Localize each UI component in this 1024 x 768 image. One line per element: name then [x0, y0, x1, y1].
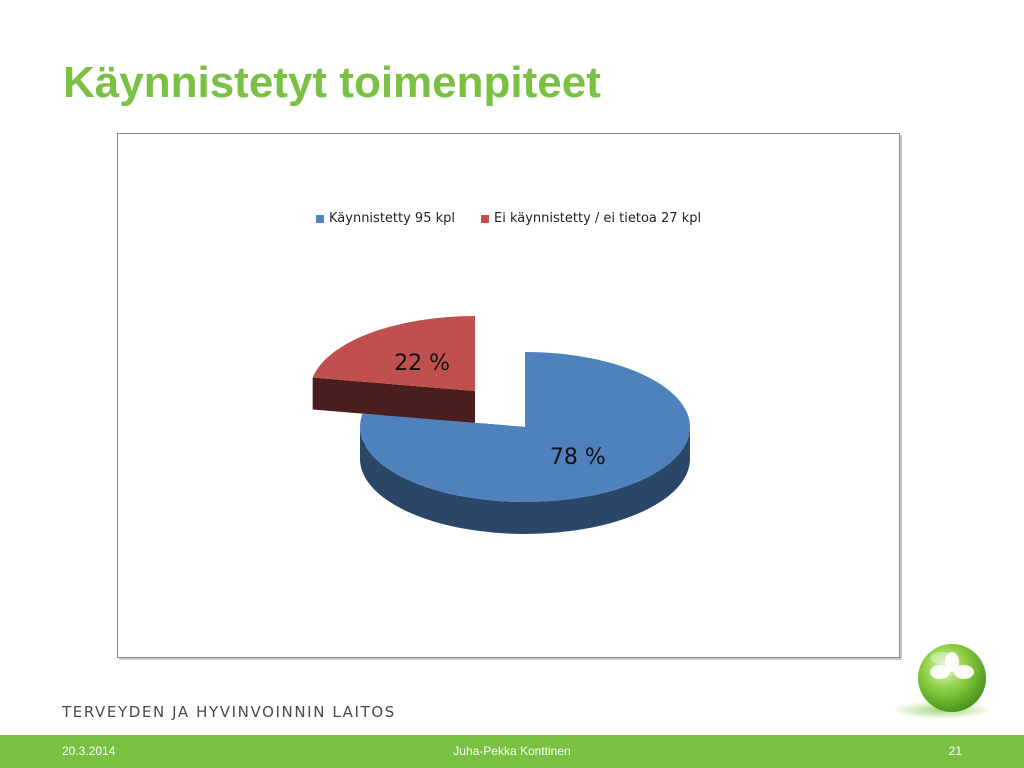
footer-bar: 20.3.2014 Juha-Pekka Konttinen 21: [0, 735, 1024, 768]
legend-entry-not-started: Ei käynnistetty / ei tietoa 27 kpl: [481, 211, 701, 226]
chart-legend: Käynnistetty 95 kpl Ei käynnistetty / ei…: [316, 211, 701, 226]
pie-slice-cut-1-0: [312, 377, 475, 423]
legend-swatch-not-started: [481, 214, 490, 223]
footer-page-number: 21: [948, 744, 962, 758]
pie-slice-1: 22 %: [312, 316, 475, 423]
pie-slice-side-0: [360, 427, 690, 534]
pie-slice-0: 78 %: [360, 352, 691, 534]
pie-label-1: 22 %: [394, 351, 450, 376]
pie-slice-top-1: [312, 316, 475, 391]
footer-date: 20.3.2014: [62, 744, 116, 758]
legend-entry-started: Käynnistetty 95 kpl: [316, 211, 455, 226]
green-sphere-logo-icon: [892, 644, 992, 719]
chart-frame: 22 % 78 % Käynnistetty 95 kpl Ei käynnist…: [117, 133, 900, 658]
pie-slice-top-0: [360, 352, 691, 502]
pie-chart: 22 % 78 %: [312, 316, 691, 534]
footer-author: Juha-Pekka Konttinen: [453, 744, 571, 758]
pie-label-0: 78 %: [550, 445, 606, 470]
legend-swatch-started: [316, 214, 324, 223]
legend-label-started: Käynnistetty 95 kpl: [329, 211, 456, 226]
slide-title: Käynnistetyt toimenpiteet: [63, 58, 601, 107]
legend-label-not-started: Ei käynnistetty / ei tietoa 27 kpl: [494, 211, 702, 226]
organization-name: TERVEYDEN JA HYVINVOINNIN LAITOS: [62, 703, 396, 721]
